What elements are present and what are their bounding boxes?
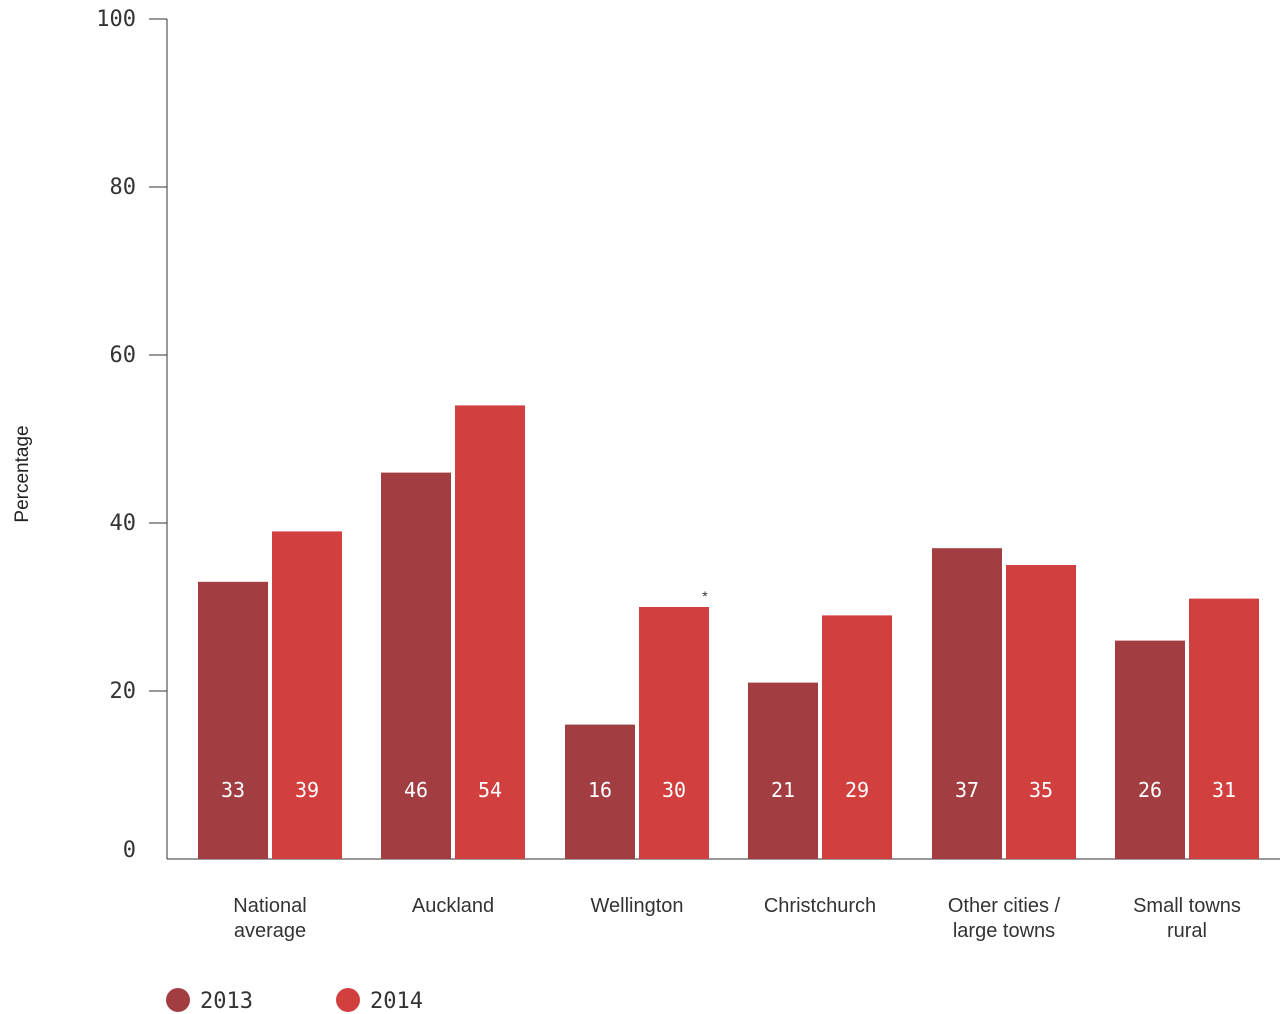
- data-label: 30: [662, 778, 686, 802]
- bar-2013-2: [565, 724, 635, 859]
- legend: 2013 2014: [166, 988, 423, 1014]
- y-tick-label: 0: [123, 838, 136, 863]
- data-label: 26: [1138, 778, 1162, 802]
- bar-2014-5: [1189, 598, 1259, 859]
- y-axis-title: Percentage: [12, 425, 33, 522]
- category-label: National average: [233, 895, 306, 942]
- bar-2013-0: [198, 581, 268, 859]
- legend-label: 2013: [200, 989, 253, 1014]
- category-label: Christchurch: [764, 895, 876, 917]
- y-tick-label: 100: [96, 7, 136, 32]
- y-tick-label: 60: [110, 343, 137, 368]
- data-label: 54: [478, 778, 502, 802]
- y-tick-label: 20: [110, 679, 137, 704]
- category-label: Wellington: [590, 895, 683, 917]
- bar-2013-3: [748, 682, 818, 859]
- category-label: Auckland: [412, 895, 494, 917]
- data-label: 33: [221, 778, 245, 802]
- legend-label: 2014: [370, 989, 423, 1014]
- y-tick-label: 80: [110, 175, 137, 200]
- y-tick-label: 40: [110, 511, 137, 536]
- data-label: 21: [771, 778, 795, 802]
- data-label: 37: [955, 778, 979, 802]
- annotation-asterisk: *: [702, 588, 708, 604]
- data-label: 29: [845, 778, 869, 802]
- legend-swatch-2013: [166, 988, 190, 1012]
- bar-2013-1: [381, 472, 451, 859]
- bar-2014-4: [1006, 565, 1076, 859]
- data-label: 35: [1029, 778, 1053, 802]
- bar-2014-1: [455, 405, 525, 859]
- y-axis: 0 20 40 60 80 100: [96, 7, 1280, 863]
- bar-2013-5: [1115, 640, 1185, 859]
- bar-2014-3: [822, 615, 892, 859]
- bar-2013-4: [932, 548, 1002, 859]
- data-label: 46: [404, 778, 428, 802]
- data-label: 39: [295, 778, 319, 802]
- category-label: Small towns rural: [1133, 895, 1241, 942]
- bar-2014-0: [272, 531, 342, 859]
- category-label: Other cities / large towns: [948, 895, 1061, 942]
- data-label: 16: [588, 778, 612, 802]
- data-label: 31: [1212, 778, 1236, 802]
- legend-swatch-2014: [336, 988, 360, 1012]
- x-axis-labels: National average Auckland Wellington Christc…: [233, 895, 1241, 942]
- bar-2014-2: [639, 607, 709, 859]
- bars: 33 46 16 21 37 26 39 54 30 29 35 31 *: [198, 405, 1259, 859]
